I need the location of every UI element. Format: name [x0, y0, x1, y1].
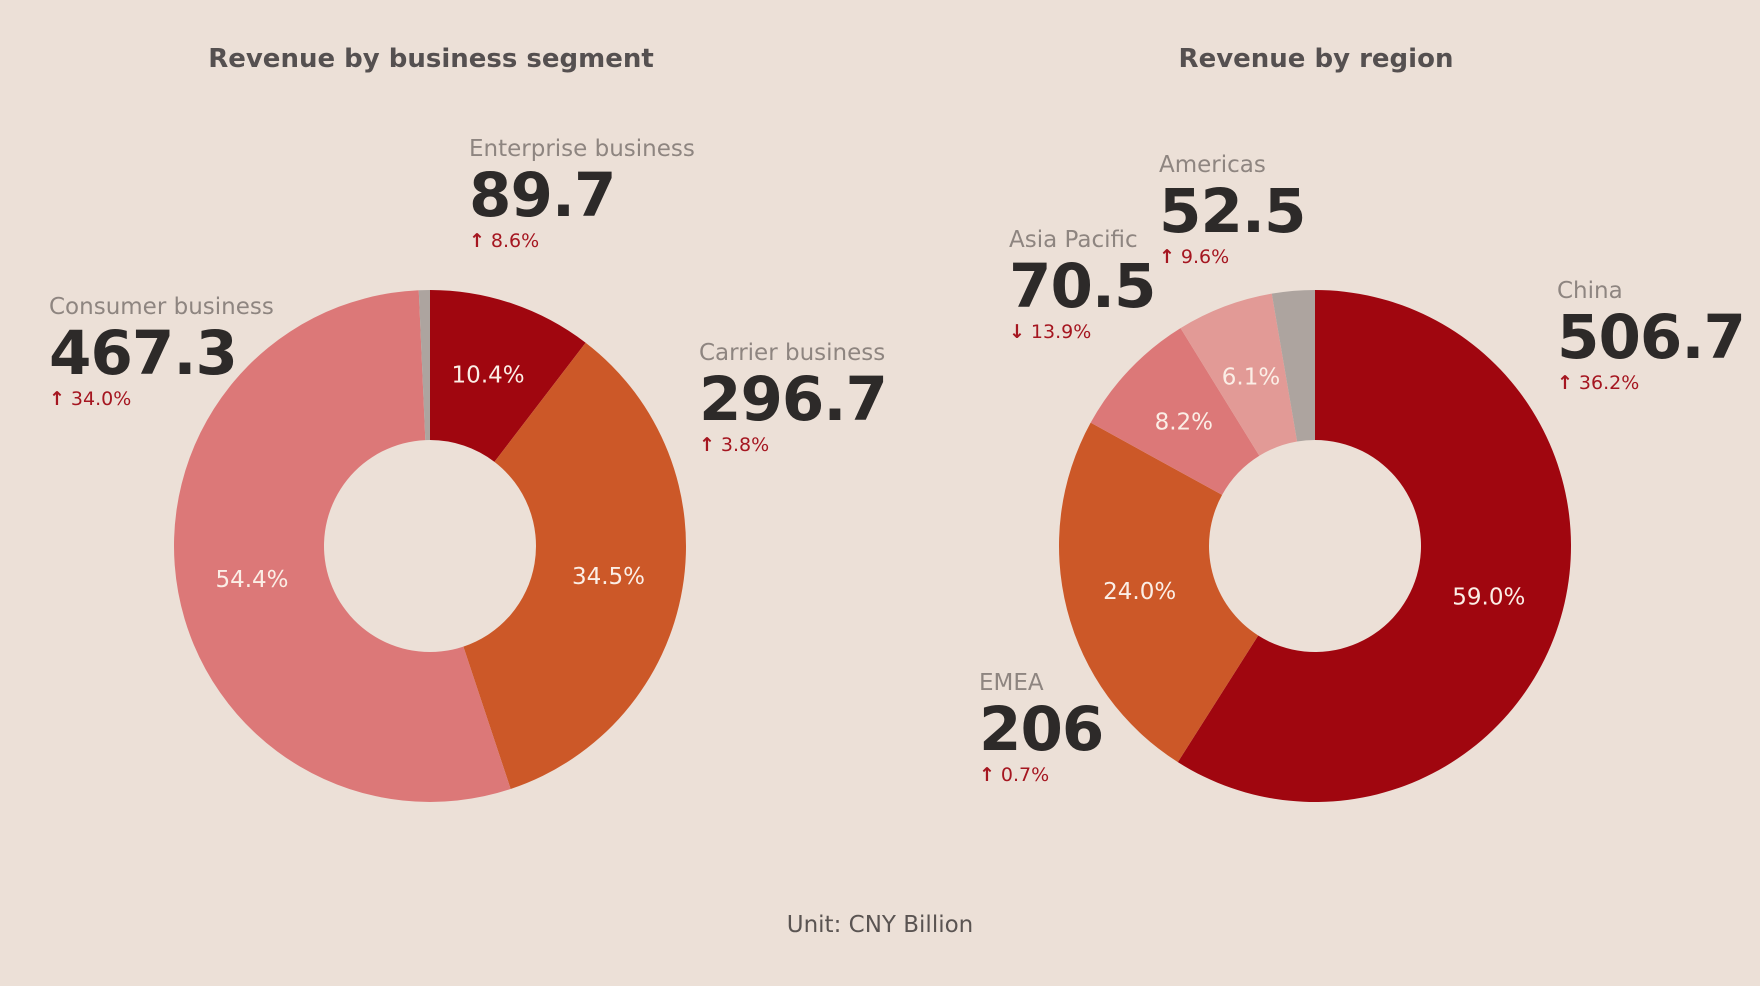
- callout-asia-pacific: Asia Pacific 70.5 ↓ 13.9%: [1009, 227, 1157, 343]
- category-label: Consumer business: [49, 294, 274, 320]
- change-indicator: ↑ 0.7%: [979, 764, 1103, 786]
- callout-enterprise: Enterprise business 89.7 ↑ 8.6%: [469, 136, 695, 252]
- change-indicator: ↑ 9.6%: [1159, 246, 1306, 268]
- change-indicator: ↑ 34.0%: [49, 388, 274, 410]
- segment-slice-0: [430, 290, 586, 462]
- region-percent-label-0: 59.0%: [1452, 584, 1525, 610]
- change-value: 8.6%: [490, 230, 540, 253]
- segment-chart-title: Revenue by business segment: [208, 44, 654, 74]
- region-slice-1: [1059, 422, 1259, 763]
- category-label: Enterprise business: [469, 136, 695, 162]
- arrow-up-icon: ↑: [49, 388, 65, 411]
- category-value: 296.7: [699, 364, 888, 435]
- region-percent-label-2: 8.2%: [1155, 409, 1213, 435]
- category-label: China: [1557, 278, 1623, 304]
- callout-china: China 506.7 ↑ 36.2%: [1557, 278, 1746, 394]
- change-indicator: ↑ 36.2%: [1557, 372, 1745, 394]
- arrow-up-icon: ↑: [979, 764, 995, 787]
- change-value: 0.7%: [1000, 764, 1050, 787]
- segment-percent-label-2: 54.4%: [215, 567, 288, 593]
- category-value: 89.7: [469, 160, 617, 231]
- callout-carrier: Carrier business 296.7 ↑ 3.8%: [699, 340, 888, 456]
- region-slice-3: [1180, 293, 1298, 456]
- unit-note: Unit: CNY Billion: [786, 912, 974, 938]
- change-indicator: ↓ 13.9%: [1009, 321, 1156, 343]
- change-indicator: ↑ 8.6%: [469, 230, 695, 252]
- arrow-up-icon: ↑: [1557, 372, 1573, 395]
- region-slice-other: [1271, 290, 1315, 442]
- segment-slice-2: [174, 290, 511, 802]
- arrow-up-icon: ↑: [1159, 246, 1175, 269]
- callout-consumer: Consumer business 467.3 ↑ 34.0%: [49, 294, 274, 410]
- segment-slice-1: [463, 342, 686, 789]
- region-chart-title: Revenue by region: [1178, 44, 1454, 74]
- change-value: 36.2%: [1578, 372, 1640, 395]
- change-indicator: ↑ 3.8%: [699, 434, 887, 456]
- region-donut-chart: 59.0% 24.0% 8.2% 6.1%: [1059, 290, 1571, 802]
- change-value: 34.0%: [70, 388, 132, 411]
- category-label: EMEA: [979, 670, 1044, 696]
- region-percent-label-1: 24.0%: [1103, 579, 1176, 605]
- change-value: 9.6%: [1180, 246, 1230, 269]
- category-label: Americas: [1159, 152, 1266, 178]
- arrow-up-icon: ↑: [699, 434, 715, 457]
- change-value: 13.9%: [1030, 321, 1092, 344]
- category-value: 467.3: [49, 318, 238, 389]
- category-value: 506.7: [1557, 302, 1746, 373]
- callout-americas: Americas 52.5 ↑ 9.6%: [1159, 152, 1307, 268]
- region-percent-label-3: 6.1%: [1222, 365, 1280, 391]
- change-value: 3.8%: [720, 434, 770, 457]
- arrow-down-icon: ↓: [1009, 321, 1025, 344]
- segment-percent-label-1: 34.5%: [572, 564, 645, 590]
- category-value: 52.5: [1159, 176, 1307, 247]
- category-value: 70.5: [1009, 251, 1157, 322]
- segment-donut-chart: 10.4% 34.5% 54.4%: [174, 290, 686, 802]
- region-slice-2: [1090, 328, 1260, 495]
- region-slice-0: [1177, 290, 1571, 802]
- category-value: 206: [979, 694, 1104, 765]
- segment-slice-other: [418, 290, 430, 441]
- segment-percent-label-0: 10.4%: [452, 363, 525, 389]
- category-label: Asia Pacific: [1009, 227, 1138, 253]
- callout-emea: EMEA 206 ↑ 0.7%: [979, 670, 1104, 786]
- arrow-up-icon: ↑: [469, 230, 485, 253]
- category-label: Carrier business: [699, 340, 886, 366]
